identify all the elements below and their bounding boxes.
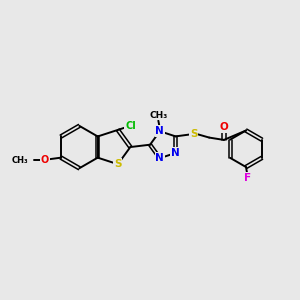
Text: Cl: Cl [125, 121, 136, 131]
Text: S: S [114, 159, 122, 169]
Text: CH₃: CH₃ [149, 111, 167, 120]
Text: O: O [41, 155, 49, 165]
Text: O: O [220, 122, 228, 132]
Text: N: N [171, 148, 180, 158]
Text: N: N [155, 126, 164, 136]
Text: S: S [190, 129, 198, 139]
Text: CH₃: CH₃ [12, 155, 28, 164]
Text: N: N [155, 153, 164, 163]
Text: F: F [244, 173, 251, 183]
